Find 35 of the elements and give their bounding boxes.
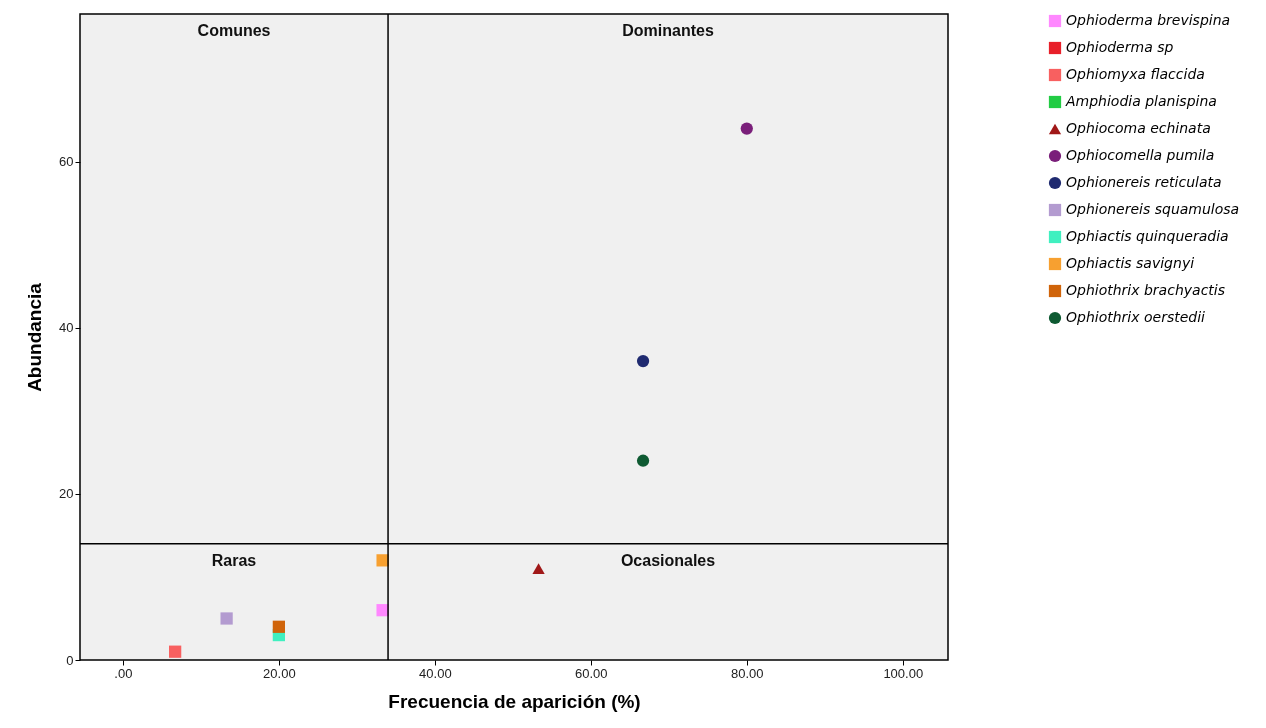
x-axis-title: Frecuencia de aparición (%) (388, 690, 641, 712)
point (636, 454, 650, 467)
point (636, 354, 650, 368)
annotation: Comunes (197, 22, 271, 39)
point (532, 563, 545, 574)
x-tick-label: 60.00 (575, 665, 608, 681)
legend-label: Ophiactis savignyi (1066, 255, 1195, 271)
annotation: Ocasionales (620, 551, 716, 569)
legend-label: Ophiocomella pumila (1066, 147, 1215, 163)
point (272, 620, 285, 633)
y-axis-title: Abundancia (24, 282, 46, 392)
legend-label: Ophiothrix brachyactis (1066, 282, 1226, 298)
point (220, 612, 233, 625)
x-tick-label: 40.00 (419, 665, 452, 681)
y-tick-label: 40 (59, 320, 74, 336)
y-tick-label: 0 (66, 652, 74, 668)
legend-label: Amphiodia planispina (1065, 93, 1217, 109)
legend-label: Ophiomyxa flaccida (1066, 66, 1205, 82)
x-tick-label: .00 (114, 665, 133, 681)
x-tick-label: 100.00 (883, 665, 924, 681)
legend-label: Ophionereis reticulata (1066, 174, 1222, 190)
y-tick-label: 60 (59, 154, 74, 170)
x-tick-label: 80.00 (731, 665, 764, 681)
legend-label: Ophiactis quinqueradia (1066, 228, 1229, 244)
point (169, 645, 182, 658)
legend-label: Ophiocoma echinata (1066, 120, 1211, 136)
legend-label: Ophioderma brevispina (1066, 12, 1231, 28)
x-tick-label: 20.00 (263, 665, 296, 681)
legend-label: Ophiothrix oerstedii (1066, 309, 1206, 325)
y-tick-label: 20 (59, 486, 74, 502)
legend-label: Ophioderma sp (1066, 39, 1174, 55)
annotation: Raras (211, 551, 257, 569)
point (740, 122, 753, 135)
annotation: Dominantes (622, 22, 714, 39)
legend-label: Ophionereis squamulosa (1066, 201, 1240, 217)
